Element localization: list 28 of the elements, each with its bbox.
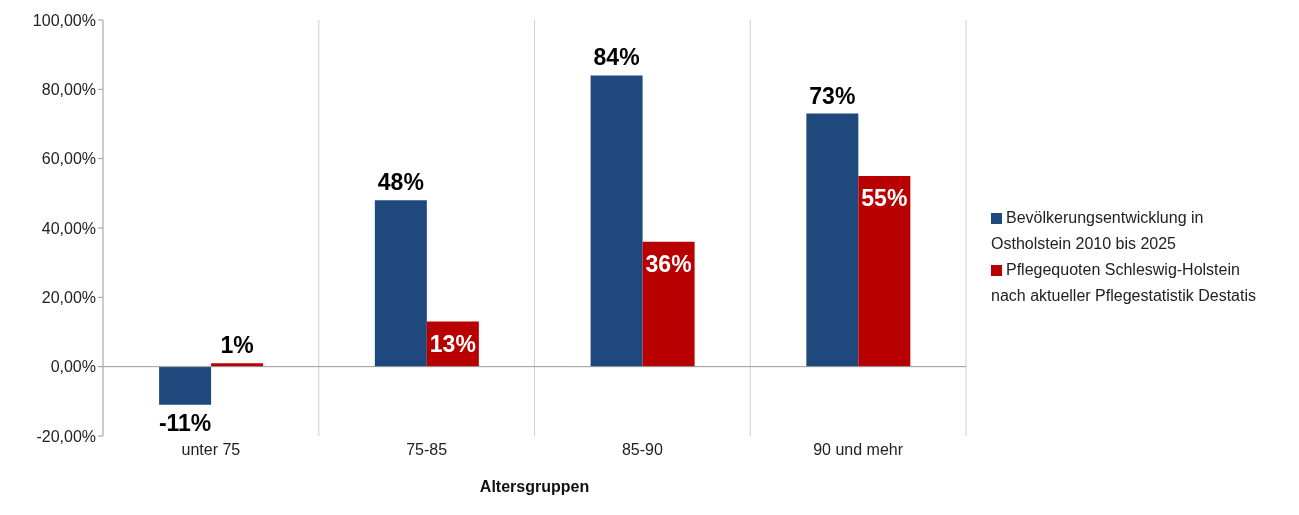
data-label: 48% [377, 169, 424, 196]
y-tick-label: 80,00% [41, 81, 96, 99]
y-tick-label: 100,00% [32, 11, 96, 29]
data-label: -11% [158, 409, 212, 436]
data-label: 13% [429, 330, 476, 357]
bar [159, 366, 212, 405]
data-label: 73% [809, 82, 856, 109]
x-tick-label: 90 und mehr [813, 441, 904, 459]
data-label: 55% [861, 185, 908, 211]
data-label: 1% [220, 332, 254, 359]
bar [374, 200, 427, 367]
y-tick-label: 60,00% [41, 150, 96, 168]
y-tick-label: 20,00% [41, 289, 96, 307]
bar [642, 241, 695, 367]
x-tick-label: 75-85 [406, 441, 448, 459]
y-tick-label: 40,00% [41, 219, 96, 237]
bar [590, 75, 643, 367]
data-label: 84% [593, 44, 640, 71]
x-tick-label: unter 75 [181, 441, 241, 459]
x-tick-label: 85-90 [621, 441, 663, 459]
y-tick-label: 0,00% [50, 358, 96, 376]
legend-label: Bevölkerungsentwicklung in Ostholstein 2010 bis 2025 [991, 209, 1204, 252]
legend-label: Pflegequoten Schleswig-Holstein nach aktueller Pflegestatistik Destatis [991, 261, 1257, 304]
bar [858, 176, 911, 367]
x-axis-title: Altersgruppen [479, 478, 590, 495]
data-label: 36% [645, 250, 692, 277]
y-tick-label: -20,00% [36, 427, 96, 445]
bar [806, 113, 859, 367]
